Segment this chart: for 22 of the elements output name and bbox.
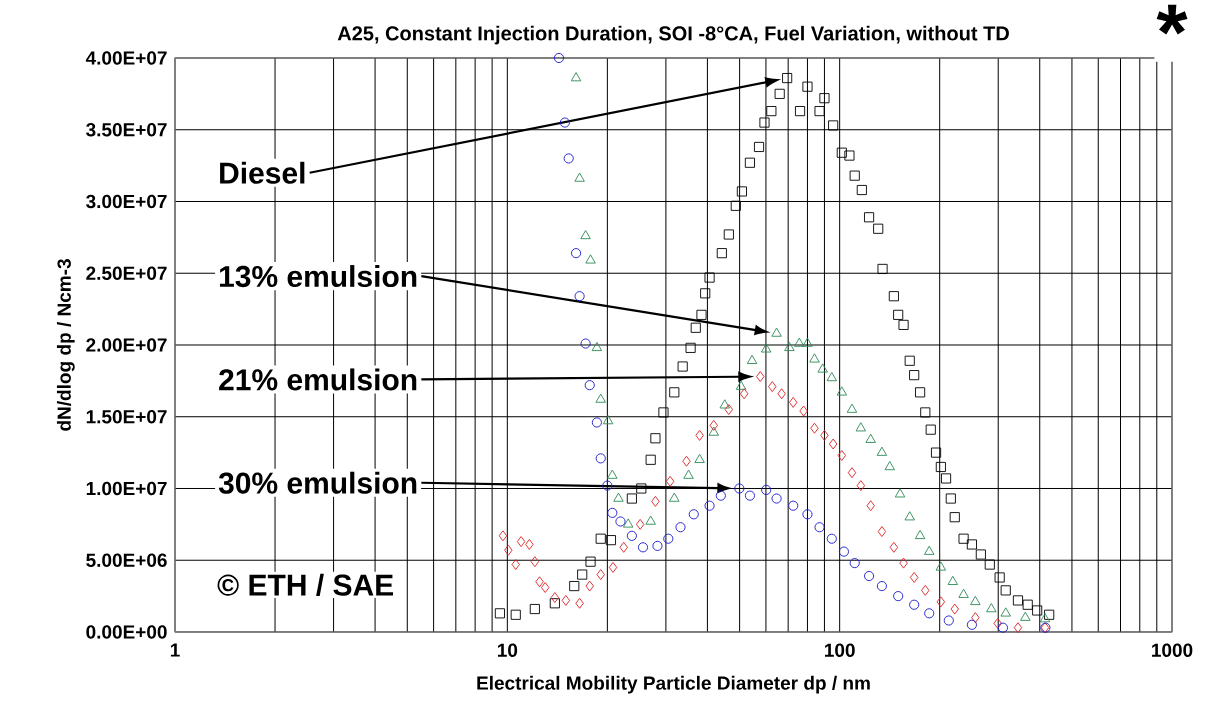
y-tick-label: 3.00E+07 [86,194,167,209]
y-tick-label: 5.00E+06 [86,553,167,567]
annotation: Diesel [220,161,305,184]
y-tick-label: 1.00E+07 [86,481,167,496]
annotation: 21% emulsion [219,368,417,391]
y-tick-label: 2.00E+07 [86,338,167,352]
x-axis-title: Electrical Mobility Particle Diameter dp / nm [477,675,870,694]
y-tick-label: 0.00E+00 [86,625,167,639]
chart-title: A25, Constant Injection Duration, SOI -8°CA, Fuel Variation, without TD [337,25,1009,45]
x-tick-label: 100 [825,643,855,657]
y-tick-label: 3.50E+07 [86,123,167,137]
annotation: 13% emulsion [219,265,417,288]
x-tick-label: 1000 [1152,643,1193,657]
text: * [1156,4,1188,35]
y-tick-label: 2.50E+07 [86,266,167,280]
annotation: 30% emulsion [218,471,417,494]
y-tick-label: 1.50E+07 [86,410,167,424]
x-tick-label: 10 [497,643,518,657]
annotation: © ETH / SAE [217,573,394,597]
y-tick-label: 4.00E+07 [85,51,167,65]
y-axis-title: dN/dlog dp / Ncm-3 [56,259,75,431]
x-tick-label: 1 [170,643,180,657]
